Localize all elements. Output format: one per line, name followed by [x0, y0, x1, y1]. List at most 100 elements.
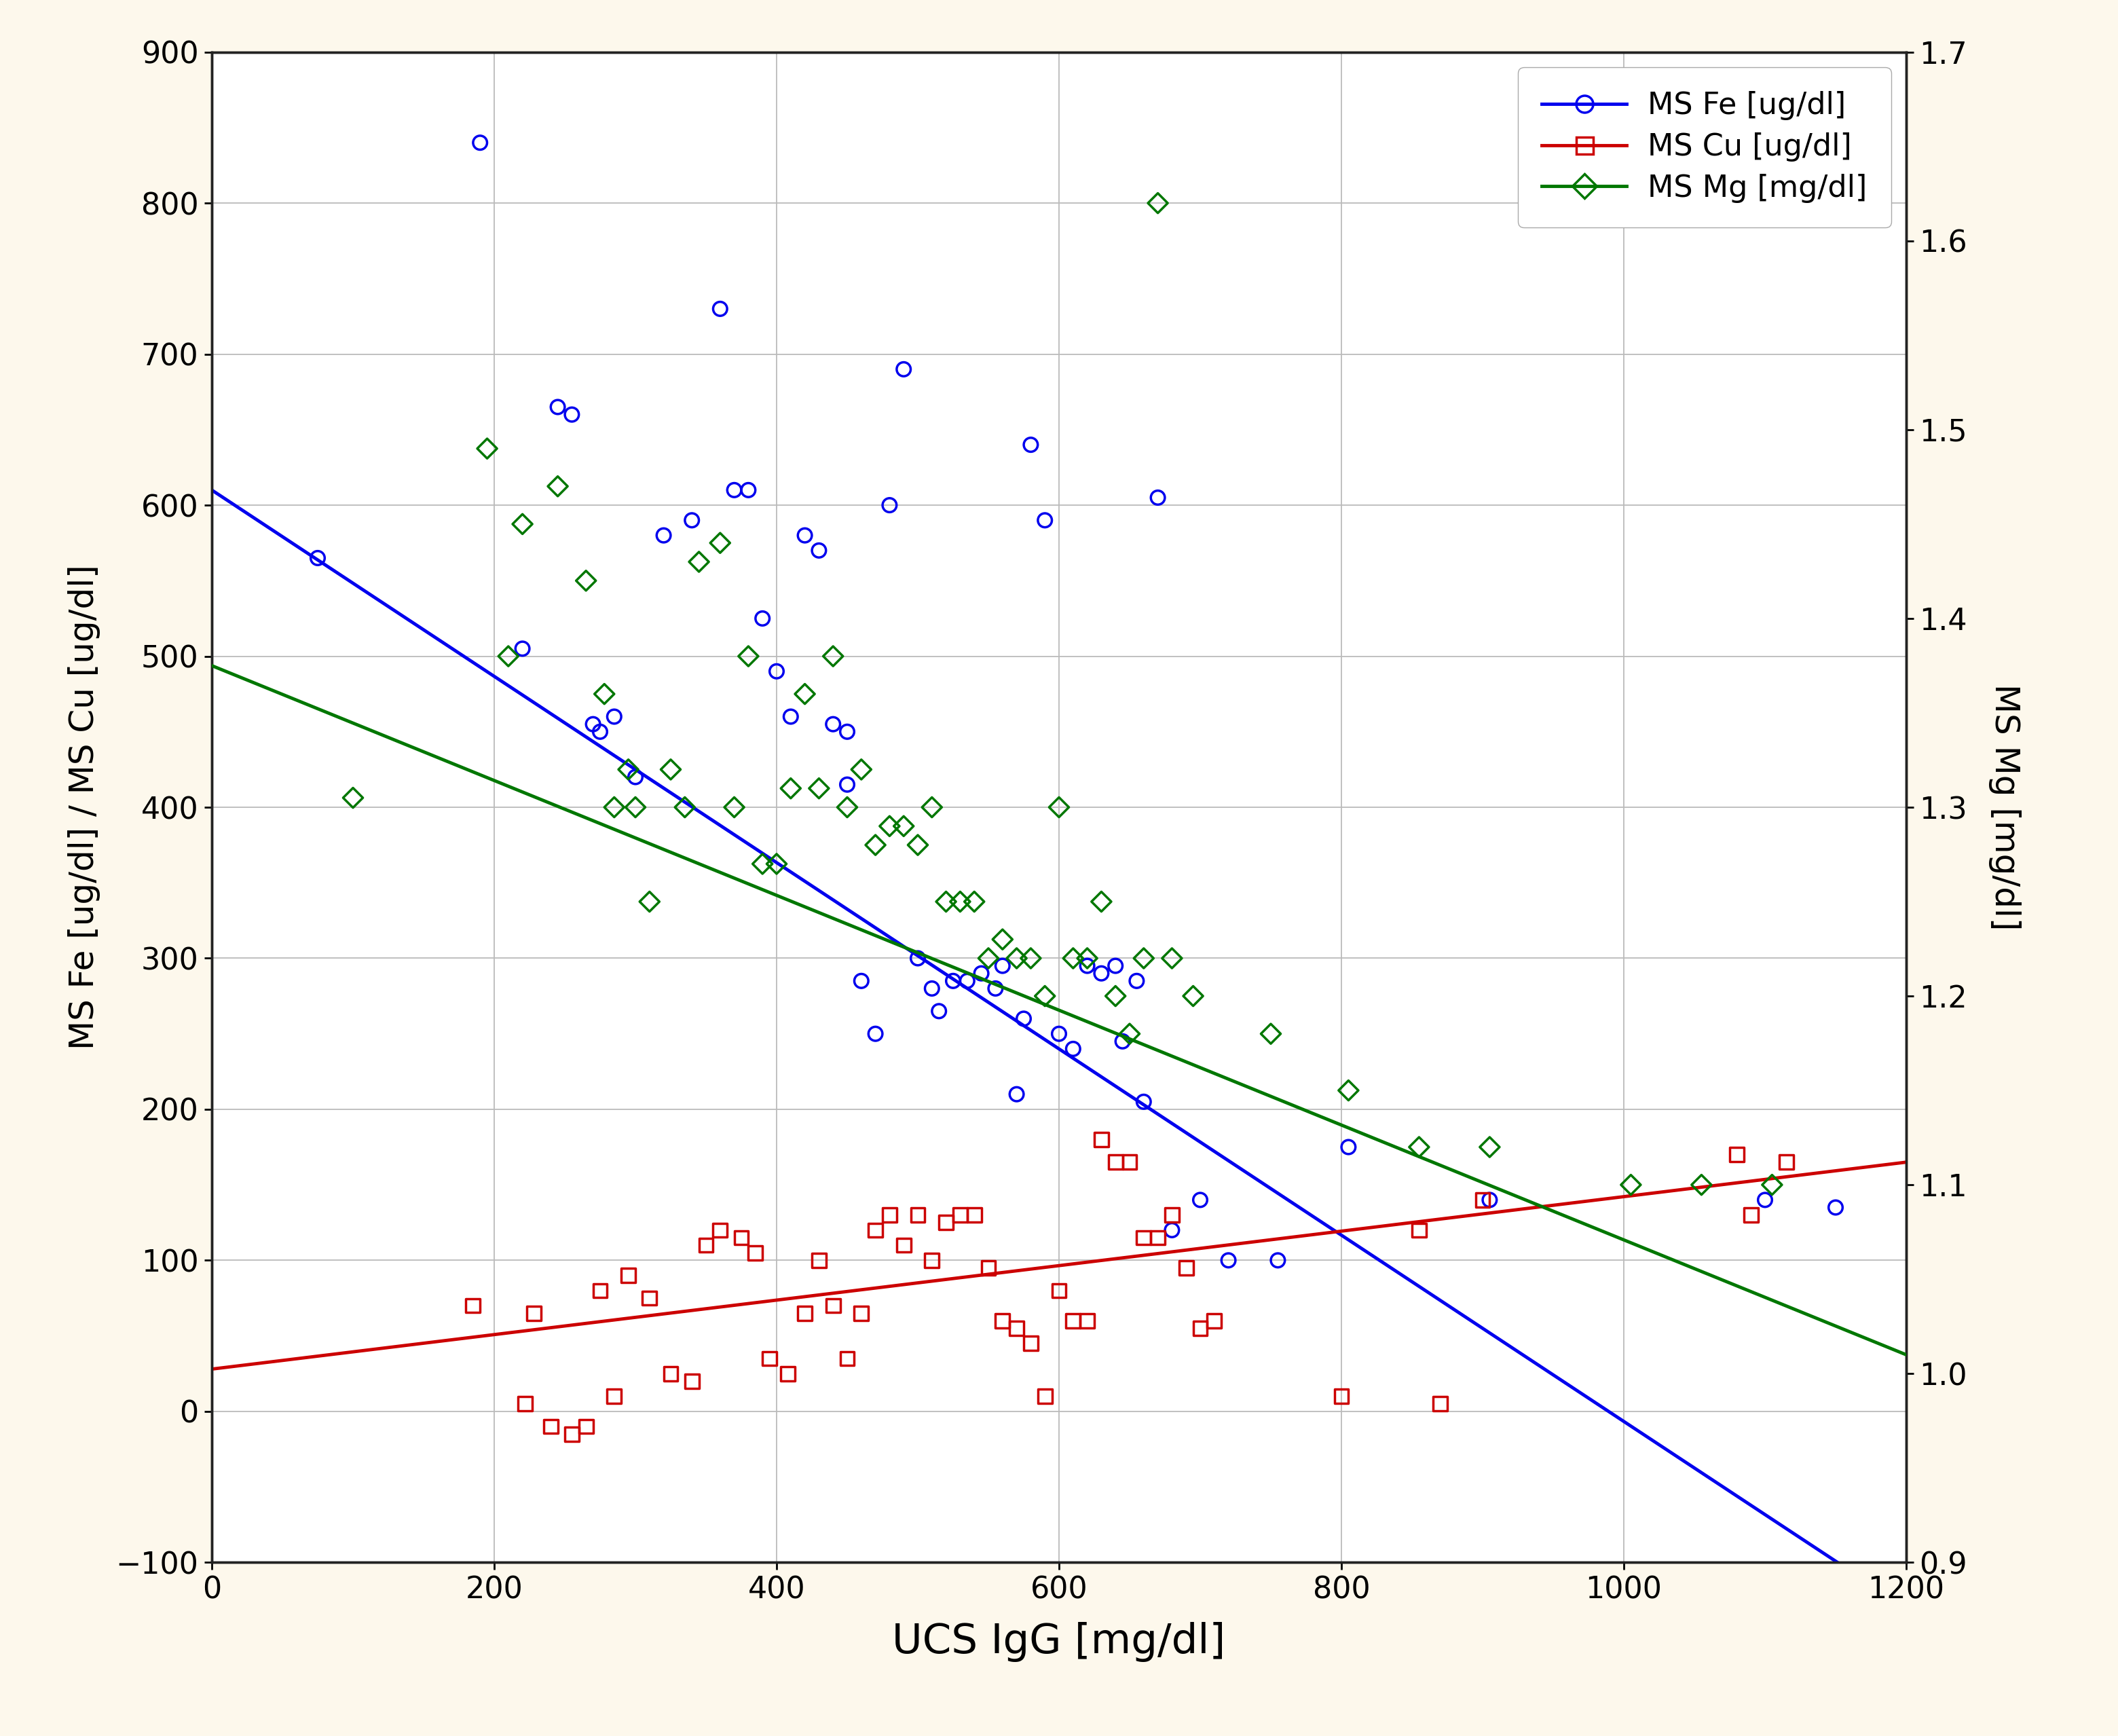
Point	[752, 1345, 786, 1373]
Point	[1015, 944, 1048, 972]
Point	[873, 1201, 907, 1229]
Point	[830, 771, 864, 799]
Point	[788, 681, 822, 708]
Point	[972, 1253, 1006, 1281]
Point	[597, 703, 631, 731]
Point	[887, 812, 921, 840]
Point	[618, 764, 652, 792]
Point	[1154, 944, 1188, 972]
Point	[654, 1359, 688, 1387]
Point	[555, 1420, 589, 1448]
Point	[570, 568, 604, 595]
Point	[957, 887, 991, 915]
Point	[858, 1217, 892, 1245]
Point	[1112, 1147, 1146, 1175]
Point	[1324, 1382, 1358, 1410]
Point	[1614, 1170, 1648, 1198]
Point	[887, 1231, 921, 1259]
Point	[301, 543, 335, 571]
Point	[1684, 1170, 1718, 1198]
Point	[676, 1368, 710, 1396]
Point	[455, 1292, 489, 1319]
Point	[845, 967, 879, 995]
Point	[1070, 951, 1103, 979]
Point	[830, 719, 864, 746]
Point	[667, 793, 701, 821]
Point	[1332, 1076, 1366, 1104]
Point	[915, 1246, 949, 1274]
Point	[337, 785, 371, 812]
Point	[1042, 1276, 1076, 1304]
Point	[1006, 1005, 1040, 1033]
Point	[618, 793, 652, 821]
Point	[464, 128, 498, 156]
Point	[739, 1240, 773, 1267]
Point	[1042, 793, 1076, 821]
Point	[1127, 944, 1161, 972]
Point	[1756, 1170, 1790, 1198]
Point	[1000, 944, 1034, 972]
Point	[1154, 1217, 1188, 1245]
Point	[1106, 1028, 1139, 1055]
Point	[731, 476, 765, 503]
Point	[1211, 1246, 1245, 1274]
Point	[858, 832, 892, 859]
Point	[582, 1276, 616, 1304]
Point	[534, 1413, 568, 1441]
Point	[540, 392, 574, 420]
Point	[830, 793, 864, 821]
Point	[873, 491, 907, 519]
Point	[676, 507, 710, 535]
Point	[491, 642, 525, 670]
Point	[1120, 967, 1154, 995]
Point	[1127, 1224, 1161, 1252]
Point	[724, 1224, 758, 1252]
Point	[930, 887, 964, 915]
Point	[803, 536, 837, 564]
Point	[943, 1201, 976, 1229]
Point	[985, 1307, 1019, 1335]
Point	[1099, 951, 1133, 979]
Point	[570, 1413, 604, 1441]
Point	[731, 642, 765, 670]
Point	[1175, 983, 1209, 1010]
Point	[654, 755, 688, 783]
Point	[773, 703, 807, 731]
Point	[1169, 1253, 1203, 1281]
Point	[1000, 1080, 1034, 1108]
Point	[943, 887, 976, 915]
Point	[985, 951, 1019, 979]
Point	[815, 642, 849, 670]
Point	[718, 793, 752, 821]
Point	[1000, 1314, 1034, 1342]
Point	[1720, 1141, 1754, 1168]
Point	[845, 1299, 879, 1326]
Point	[1042, 1019, 1076, 1047]
Point	[1260, 1246, 1294, 1274]
Point	[1142, 1224, 1175, 1252]
Point	[957, 1201, 991, 1229]
Point	[1084, 1125, 1118, 1153]
Legend: MS Fe [ug/dl], MS Cu [ug/dl], MS Mg [mg/dl]: MS Fe [ug/dl], MS Cu [ug/dl], MS Mg [mg/…	[1519, 68, 1891, 227]
Point	[1057, 944, 1091, 972]
Point	[597, 1382, 631, 1410]
Point	[1769, 1147, 1802, 1175]
Point	[587, 681, 621, 708]
Point	[582, 719, 616, 746]
Point	[746, 604, 779, 632]
Point	[887, 356, 921, 384]
Point	[1423, 1391, 1457, 1418]
Point	[936, 967, 970, 995]
Point	[771, 1359, 805, 1387]
Point	[1466, 1186, 1500, 1213]
Point	[815, 1292, 849, 1319]
Point	[845, 755, 879, 783]
Point	[1057, 1307, 1091, 1335]
Point	[1142, 189, 1175, 217]
Point	[915, 793, 949, 821]
Point	[1184, 1186, 1218, 1213]
Point	[688, 1231, 722, 1259]
Point	[1154, 1201, 1188, 1229]
Point	[1735, 1201, 1769, 1229]
Point	[788, 1299, 822, 1326]
